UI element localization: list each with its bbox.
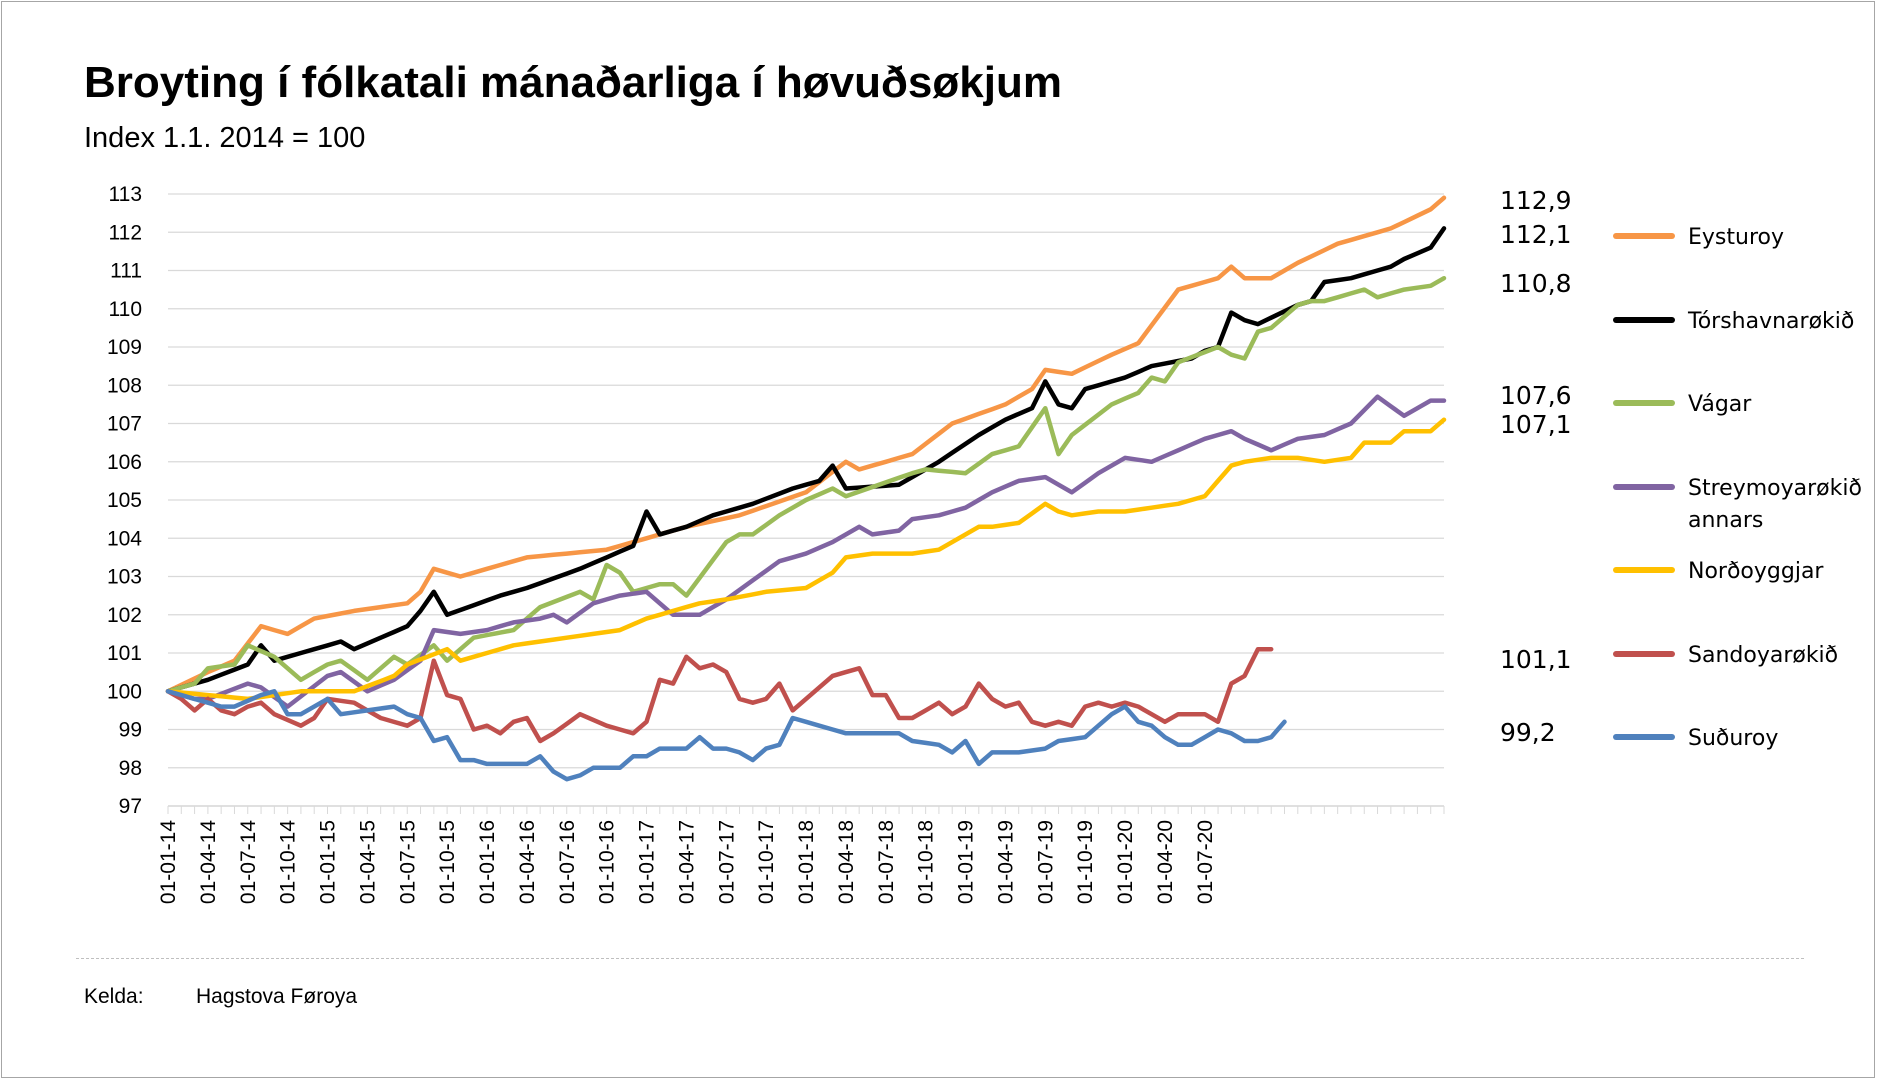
x-tick-label: 01-10-16 (596, 820, 619, 904)
y-tick-label: 100 (107, 680, 142, 703)
x-tick-label: 01-01-20 (1114, 820, 1137, 904)
y-tick-label: 111 (110, 260, 142, 283)
x-tick-label: 01-01-15 (317, 820, 340, 904)
legend-label: Tórshavnarøkið (1687, 309, 1854, 334)
source-value: Hagstova Føroya (196, 985, 358, 1008)
y-tick-label: 102 (107, 604, 142, 627)
x-tick-label: 01-07-17 (715, 820, 738, 904)
x-tick-label: 01-01-19 (955, 820, 978, 904)
series-line-1 (165, 226, 1447, 694)
x-axis (167, 805, 1445, 814)
x-tick-label: 01-10-15 (436, 820, 459, 904)
end-value-label: 112,9 (1500, 186, 1572, 215)
legend: Eysturoy Tórshavnarøkið Vágar Streymoyarøki… (1613, 225, 1862, 751)
series-line-6 (165, 689, 1287, 782)
y-tick-label: 110 (109, 298, 142, 321)
x-tick-label: 01-04-14 (197, 820, 220, 904)
x-tick-label: 01-04-18 (835, 820, 858, 904)
end-value-label: 107,6 (1500, 381, 1572, 410)
y-tick-label: 103 (107, 566, 142, 589)
x-tick-label: 01-10-19 (1074, 820, 1097, 904)
legend-label: Vágar (1688, 392, 1752, 417)
series-line-0 (165, 195, 1447, 694)
legend-label: Norðoyggjar (1688, 559, 1824, 584)
end-value-label: 110,8 (1500, 269, 1572, 298)
series-line-3 (165, 394, 1447, 709)
x-tick-label: 01-07-15 (396, 820, 419, 904)
x-tick-label: 01-01-16 (476, 820, 499, 904)
y-tick-label: 106 (107, 451, 142, 474)
end-value-label: 107,1 (1500, 410, 1572, 439)
source-label: Kelda: (84, 985, 144, 1008)
y-axis-tick-labels: 97 98 99 100 101 102 103 104 105 106 107 108 109 110 1… (107, 183, 142, 818)
y-tick-label: 108 (107, 374, 142, 397)
series-lines (165, 195, 1447, 782)
y-tick-label: 104 (107, 527, 142, 550)
x-tick-label: 01-01-17 (636, 820, 659, 904)
x-tick-label: 01-04-15 (356, 820, 379, 904)
y-tick-label: 109 (107, 336, 142, 359)
footer-separator (76, 958, 1804, 959)
x-axis-tick-labels: 01-01-14 01-04-14 01-07-14 01-10-14 01-01-15… (157, 820, 1217, 904)
x-tick-label: 01-01-18 (795, 820, 818, 904)
x-tick-label: 01-04-19 (994, 820, 1017, 904)
y-tick-label: 101 (107, 642, 142, 665)
end-value-label: 112,1 (1500, 220, 1572, 249)
x-tick-label: 01-10-18 (915, 820, 938, 904)
end-value-label: 101,1 (1500, 645, 1572, 674)
y-tick-label: 112 (109, 221, 142, 244)
y-tick-label: 107 (107, 413, 142, 436)
x-tick-label: 01-01-14 (157, 820, 180, 904)
x-tick-label: 01-04-17 (675, 820, 698, 904)
x-tick-label: 01-10-14 (277, 820, 300, 904)
x-tick-label: 01-07-16 (556, 820, 579, 904)
chart-subtitle: Index 1.1. 2014 = 100 (84, 122, 366, 154)
series-line-2 (165, 275, 1447, 694)
y-tick-label: 99 (119, 719, 142, 742)
x-tick-label: 01-04-16 (516, 820, 539, 904)
y-tick-label: 98 (119, 757, 142, 780)
series-line-5 (165, 646, 1274, 744)
legend-label: Sandoyarøkið (1688, 643, 1838, 668)
x-tick-label: 01-07-20 (1194, 820, 1217, 904)
x-tick-label: 01-04-20 (1154, 820, 1177, 904)
legend-label-cont: annars (1688, 508, 1763, 533)
y-tick-label: 105 (107, 489, 142, 512)
chart-title: Broyting í fólkatali mánaðarliga í høvuð… (84, 58, 1062, 107)
gridlines (168, 193, 1444, 807)
legend-label: Suðuroy (1688, 726, 1778, 751)
x-tick-label: 01-07-18 (875, 820, 898, 904)
x-tick-label: 01-07-19 (1034, 820, 1057, 904)
x-tick-label: 01-07-14 (237, 820, 260, 904)
series-line-4 (165, 417, 1447, 702)
x-tick-label: 01-10-17 (755, 820, 778, 904)
y-tick-label: 113 (109, 183, 142, 206)
y-tick-label: 97 (119, 795, 142, 818)
end-value-label: 99,2 (1500, 718, 1556, 747)
legend-label: Streymoyarøkið (1688, 476, 1862, 501)
legend-label: Eysturoy (1688, 225, 1784, 250)
